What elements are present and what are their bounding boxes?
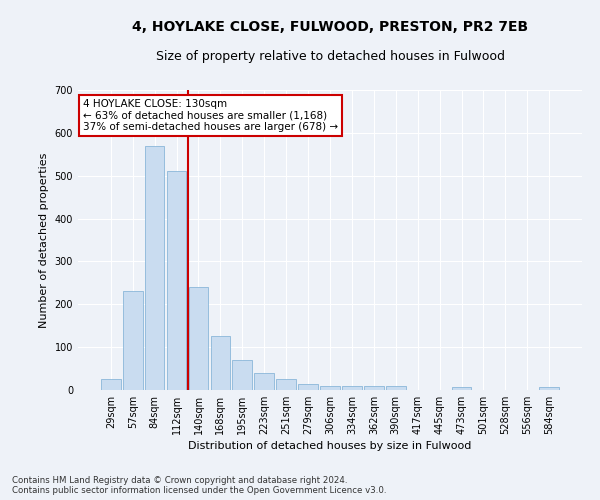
Bar — [211, 336, 230, 390]
Bar — [145, 146, 164, 390]
Y-axis label: Number of detached properties: Number of detached properties — [39, 152, 49, 328]
Text: 4 HOYLAKE CLOSE: 130sqm
← 63% of detached houses are smaller (1,168)
37% of semi: 4 HOYLAKE CLOSE: 130sqm ← 63% of detache… — [83, 99, 338, 132]
Bar — [254, 373, 274, 390]
Bar — [539, 387, 559, 390]
Bar — [320, 386, 340, 390]
X-axis label: Distribution of detached houses by size in Fulwood: Distribution of detached houses by size … — [188, 441, 472, 451]
Bar — [101, 380, 121, 390]
Bar — [386, 386, 406, 390]
Bar — [232, 360, 252, 390]
Bar — [342, 386, 362, 390]
Bar — [167, 172, 187, 390]
Text: 4, HOYLAKE CLOSE, FULWOOD, PRESTON, PR2 7EB: 4, HOYLAKE CLOSE, FULWOOD, PRESTON, PR2 … — [132, 20, 528, 34]
Bar — [452, 386, 472, 390]
Bar — [123, 292, 143, 390]
Text: Size of property relative to detached houses in Fulwood: Size of property relative to detached ho… — [155, 50, 505, 63]
Bar — [298, 384, 318, 390]
Bar — [276, 380, 296, 390]
Bar — [364, 386, 384, 390]
Text: Contains HM Land Registry data © Crown copyright and database right 2024.
Contai: Contains HM Land Registry data © Crown c… — [12, 476, 386, 495]
Bar — [188, 287, 208, 390]
